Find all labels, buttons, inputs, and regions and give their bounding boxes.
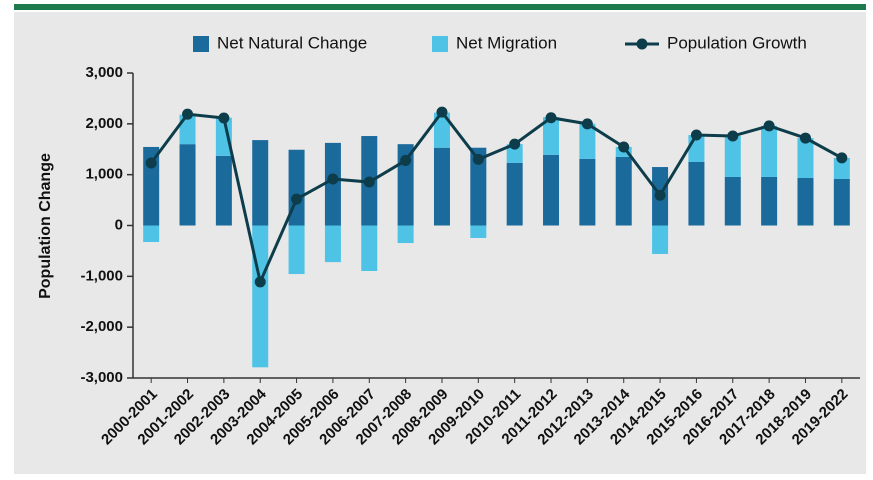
y-tick-label: -2,000 [80, 318, 123, 335]
growth-line [149, 109, 843, 287]
bar [361, 225, 378, 271]
growth-point [581, 118, 593, 130]
legend-label: Population Growth [667, 33, 807, 52]
y-tick-label: -1,000 [80, 267, 123, 284]
growth-point [400, 154, 412, 166]
bar [506, 162, 523, 226]
bar [470, 225, 487, 238]
bar [179, 144, 196, 226]
panel [14, 12, 866, 474]
legend-swatch [636, 38, 648, 50]
bar [833, 157, 850, 179]
growth-point [436, 106, 448, 118]
bar [288, 225, 305, 275]
growth-point [545, 112, 557, 124]
growth-point [727, 130, 739, 142]
bar [433, 112, 450, 148]
growth-point [327, 173, 339, 185]
header-rule [14, 4, 866, 10]
legend-swatch [432, 36, 448, 52]
bar [724, 176, 741, 226]
bar [143, 225, 160, 243]
growth-point [763, 120, 775, 132]
bar [688, 161, 705, 226]
growth-point [363, 176, 375, 188]
y-tick-label: 3,000 [85, 64, 123, 81]
growth-point [291, 193, 303, 205]
bar [252, 140, 269, 226]
growth-point [618, 141, 630, 153]
bar [215, 155, 232, 226]
bar [797, 177, 814, 226]
growth-point [218, 112, 230, 124]
legend-swatch [193, 36, 209, 52]
legend-label: Net Migration [456, 33, 557, 52]
growth-point [690, 129, 702, 141]
bar [543, 154, 560, 226]
growth-point [654, 189, 666, 201]
bar [761, 176, 778, 226]
y-tick-label: 2,000 [85, 115, 123, 132]
bar [579, 158, 596, 226]
bar [506, 144, 523, 163]
y-tick-label: 1,000 [85, 166, 123, 183]
growth-point [472, 153, 484, 165]
bar [215, 117, 232, 156]
growth-point [145, 157, 157, 169]
growth-point [182, 108, 194, 120]
bar [833, 178, 850, 226]
legend-label: Net Natural Change [217, 33, 367, 52]
bar [615, 156, 632, 226]
bar [324, 225, 341, 263]
bar [652, 225, 669, 254]
bar [761, 125, 778, 177]
bar [797, 138, 814, 178]
y-tick-label: 0 [115, 216, 123, 233]
bar [543, 117, 560, 155]
bar [252, 225, 269, 368]
bar [433, 147, 450, 226]
growth-point [254, 276, 266, 288]
y-tick-label: -3,000 [80, 369, 123, 386]
bar [724, 136, 741, 177]
y-axis-label: Population Change [37, 153, 54, 299]
bar [397, 225, 414, 244]
growth-point [509, 138, 521, 150]
bar [470, 147, 487, 226]
growth-point [836, 152, 848, 164]
growth-point [799, 132, 811, 144]
bar [579, 123, 596, 159]
